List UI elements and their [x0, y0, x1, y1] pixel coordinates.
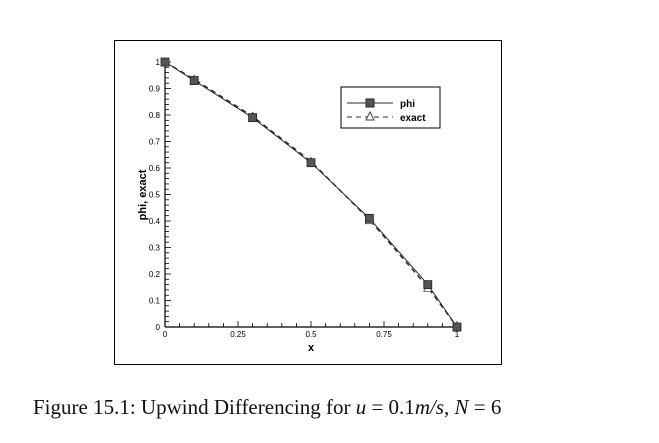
legend-box	[340, 86, 441, 129]
x-tick-label: 0.75	[376, 330, 392, 339]
y-tick-label: 0.3	[149, 244, 161, 253]
y-tick-label: 0.1	[149, 297, 161, 306]
figure-frame	[114, 40, 502, 365]
x-tick-label: 0.25	[230, 330, 246, 339]
figure-caption: Figure 15.1: Upwind Differencing for u =…	[33, 395, 501, 420]
legend: phi exact	[340, 86, 441, 129]
y-tick-label: 0.4	[149, 217, 161, 226]
caption-eq: = 0.1	[366, 395, 415, 419]
caption-math-u: u	[355, 395, 367, 419]
legend-label-exact: exact	[400, 113, 426, 124]
square-marker-icon	[189, 76, 199, 85]
caption-text: Figure 15.1: Upwind Differencing for	[33, 395, 356, 419]
y-tick-label: 0	[156, 323, 161, 332]
triangle-marker-icon	[365, 110, 375, 121]
y-tick-label: 0.9	[149, 85, 161, 94]
y-tick-label: 0.5	[149, 191, 161, 200]
series	[160, 57, 462, 332]
y-tick-label: 1	[156, 58, 161, 67]
axes: 0 0.1 0.2 0.3 0.4 0.5 0.6 0.7 0.8 0.9 1 0 0.25 0.5 0.7…	[149, 58, 460, 339]
square-marker-icon	[160, 57, 170, 67]
caption-math-units: m/s	[414, 395, 444, 419]
y-tick-label: 0.6	[149, 164, 161, 173]
square-marker-icon	[364, 213, 374, 223]
square-marker-icon	[423, 280, 433, 290]
x-tick-label: 0.5	[305, 330, 317, 339]
y-tick-label: 0.7	[149, 138, 161, 147]
x-tick-label: 1	[455, 330, 460, 339]
caption-math-n: N	[454, 395, 469, 419]
x-tick-label: 0	[163, 330, 168, 339]
x-axis-label: x	[308, 342, 315, 354]
square-marker-icon	[306, 158, 316, 168]
legend-label-phi: phi	[400, 99, 415, 110]
y-axis-label: phi, exact	[137, 169, 149, 220]
caption-eq2: = 6	[468, 395, 502, 419]
y-tick-label: 0.2	[149, 270, 161, 279]
square-marker-icon	[452, 322, 462, 332]
caption-sep: ,	[444, 395, 455, 419]
square-marker-icon	[365, 98, 375, 108]
y-tick-label: 0.8	[149, 111, 161, 120]
square-marker-icon	[248, 113, 258, 123]
